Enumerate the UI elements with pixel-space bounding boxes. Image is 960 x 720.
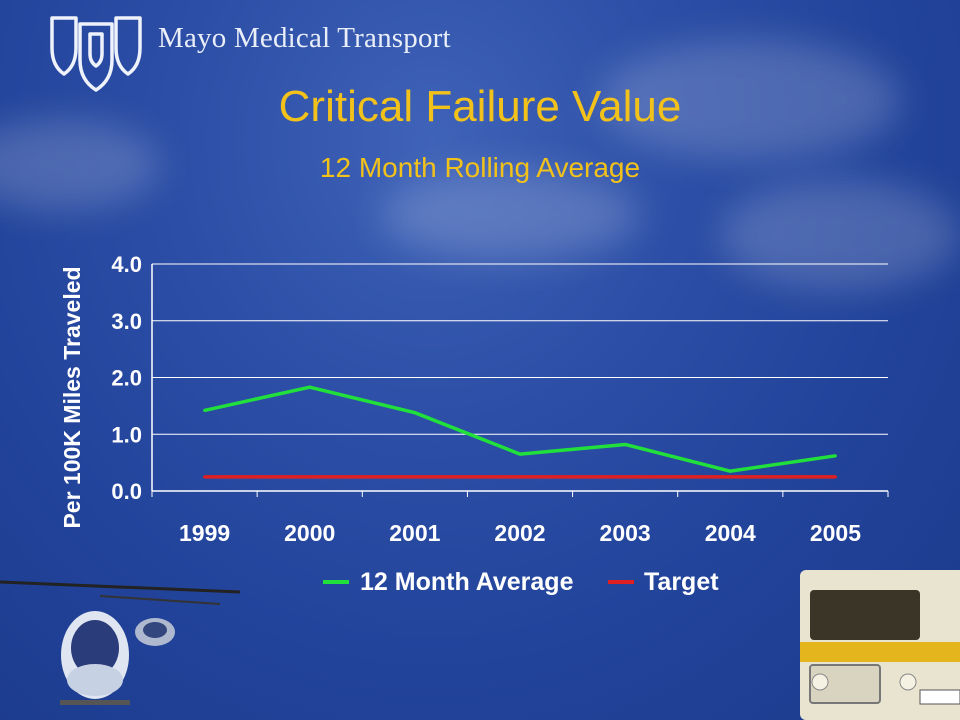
cloud-decoration xyxy=(380,170,640,260)
y-tick-label: 3.0 xyxy=(111,309,142,334)
cloud-decoration xyxy=(600,40,900,160)
x-tick-label: 2001 xyxy=(389,520,440,546)
series-line-0 xyxy=(204,385,836,473)
x-tick-label: 2005 xyxy=(810,520,861,546)
legend-label: 12 Month Average xyxy=(360,568,574,596)
y-tick-label: 4.0 xyxy=(111,252,142,277)
helicopter-image xyxy=(0,580,241,705)
x-tick-label: 2003 xyxy=(600,520,651,546)
data-point xyxy=(413,475,417,479)
data-point xyxy=(308,385,312,389)
y-tick-label: 1.0 xyxy=(111,422,142,447)
legend-label: Target xyxy=(644,568,719,596)
data-point xyxy=(413,411,417,415)
data-point xyxy=(308,475,312,479)
cloud-decoration xyxy=(0,120,160,210)
data-point xyxy=(833,454,837,458)
slide-title: Critical Failure Value xyxy=(278,82,682,131)
y-tick-label: 0.0 xyxy=(111,479,142,504)
data-point xyxy=(728,475,732,479)
data-point xyxy=(518,475,522,479)
triple-shield-logo-icon xyxy=(50,16,142,92)
y-tick-label: 2.0 xyxy=(111,366,142,391)
cloud-decoration xyxy=(720,180,960,290)
x-tick-label: 2000 xyxy=(284,520,335,546)
data-point xyxy=(623,475,627,479)
brand-header: Mayo Medical Transport xyxy=(46,8,566,98)
x-tick-label: 1999 xyxy=(179,520,230,546)
slide-subtitle: 12 Month Rolling Average xyxy=(319,152,641,183)
x-tick-label: 2002 xyxy=(494,520,545,546)
ambulance-image xyxy=(800,570,960,720)
data-point xyxy=(203,408,207,412)
data-point xyxy=(623,442,627,446)
y-axis-label: Per 100K Miles Traveled xyxy=(59,266,85,528)
data-point xyxy=(728,469,732,473)
data-point xyxy=(518,452,522,456)
x-tick-label: 2004 xyxy=(705,520,756,546)
data-point xyxy=(203,475,207,479)
data-point xyxy=(833,475,837,479)
brand-name: Mayo Medical Transport xyxy=(158,22,451,54)
